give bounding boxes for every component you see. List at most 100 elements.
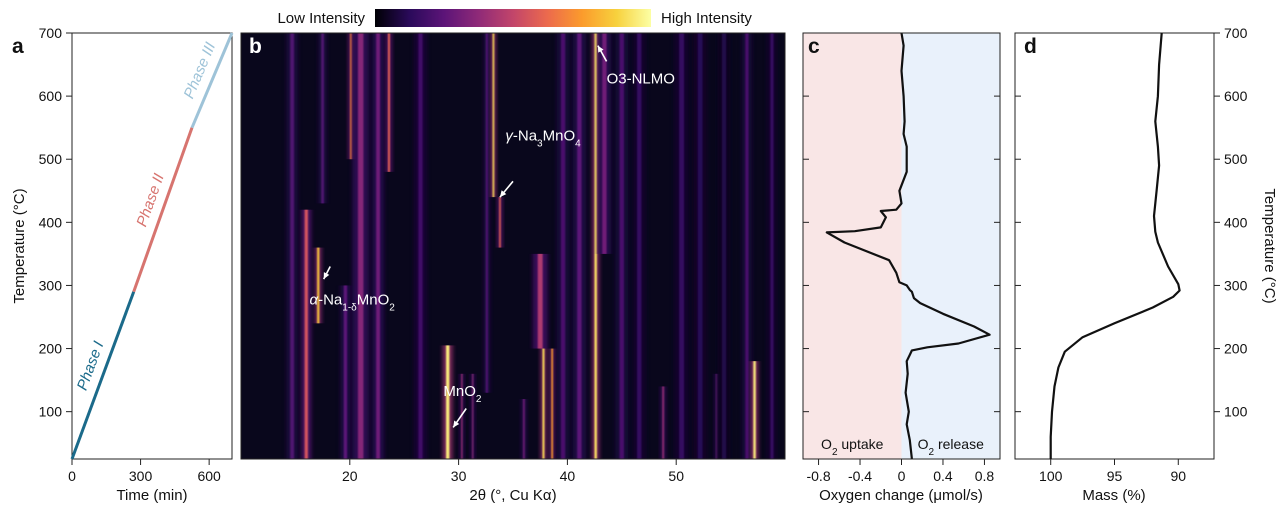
panel-d-xtick-label: 90 xyxy=(1170,468,1186,484)
panel-a-xtick-label: 300 xyxy=(129,468,153,484)
panel-b-ticks: 20 30 40 50 xyxy=(342,459,684,484)
diffraction-line xyxy=(542,348,545,459)
diffraction-line xyxy=(715,373,718,459)
panel-d-ticks: 100 95 90 100 200 300 400 500 600 700 xyxy=(1015,25,1248,484)
panel-d-right-ytick-label: 500 xyxy=(1224,151,1248,167)
diffraction-line xyxy=(492,33,495,198)
diffraction-line xyxy=(619,33,624,459)
phase-label: Phase III xyxy=(181,40,220,101)
panel-d-frame xyxy=(1014,32,1215,460)
panel-c-xtick-label: 0.4 xyxy=(933,468,953,484)
region-label-sub: 2 xyxy=(832,447,838,458)
diffraction-line xyxy=(461,373,463,459)
region-label-part: release xyxy=(934,436,984,452)
panel-b-xtick-label: 20 xyxy=(342,468,358,484)
panel-a-letter: a xyxy=(12,35,24,58)
panel-d-right-ytick-label: 400 xyxy=(1224,214,1248,230)
nmo-alpha-label: α-Na1-δMnO2 xyxy=(310,291,396,313)
region-label-part: uptake xyxy=(838,436,884,452)
diffraction-line xyxy=(679,33,685,459)
phase-segment xyxy=(132,127,194,293)
diffraction-line xyxy=(376,33,380,459)
colorbar-high-label: High Intensity xyxy=(661,10,752,27)
diffraction-line xyxy=(577,33,582,459)
region-1 xyxy=(901,33,1000,459)
panel-a-ytick-label: 400 xyxy=(39,214,63,230)
panel-a: Phase I Phase II Phase III 0 300 600 100 200 30… xyxy=(11,25,234,504)
phase-segment xyxy=(190,32,234,129)
colorbar xyxy=(375,9,651,27)
panel-d-right-ytick-label: 700 xyxy=(1224,25,1248,41)
panel-d-letter: d xyxy=(1024,35,1037,58)
diffraction-line xyxy=(560,33,566,459)
panel-d-xlabel: Mass (%) xyxy=(1082,487,1145,504)
panel-a-ytick-label: 300 xyxy=(39,277,63,293)
phase-label: Phase II xyxy=(133,171,167,229)
diffraction-line xyxy=(304,209,308,459)
phase-segment xyxy=(70,291,136,460)
nmo-gamma-arrowhead xyxy=(499,190,507,198)
colorbar-low-label: Low Intensity xyxy=(277,10,365,27)
label-part: 4 xyxy=(575,138,581,149)
label-part: 2 xyxy=(389,302,395,313)
panel-c-series xyxy=(825,32,991,460)
panel-d-ylabel: Temperature (°C) xyxy=(1261,188,1278,303)
label-part: -Na xyxy=(513,127,538,144)
label-part: O3-NLMO xyxy=(607,70,675,87)
nmo-gamma-label: γ-Na3MnO4 xyxy=(505,127,581,149)
panel-b-xtick-label: 50 xyxy=(668,468,684,484)
panel-a-ytick-label: 700 xyxy=(39,25,63,41)
panel-a-series: Phase I Phase II Phase III xyxy=(70,32,234,460)
label-part: MnO xyxy=(543,127,576,144)
label-part: MnO xyxy=(443,383,476,400)
panel-b-frame xyxy=(240,32,786,460)
mass-line xyxy=(1049,32,1181,459)
region-label-part: O xyxy=(918,436,929,452)
panel-b-xlabel: 2θ (°, Cu Kα) xyxy=(469,487,556,504)
diffraction-line xyxy=(523,399,525,459)
region-label-sub: 2 xyxy=(929,447,935,458)
nmo-alpha-arrowhead xyxy=(323,272,330,280)
diffraction-line xyxy=(446,345,450,459)
panel-c-xtick-label: -0.4 xyxy=(848,468,872,484)
label-part: -Na xyxy=(318,291,343,308)
panel-c-xtick-label: 0 xyxy=(898,468,906,484)
mno2-arrowhead xyxy=(453,420,460,428)
panel-c-ticks: -0.8 -0.4 0 0.4 0.8 xyxy=(803,32,1000,484)
panel-a-ytick-label: 600 xyxy=(39,88,63,104)
diffraction-line xyxy=(602,33,607,254)
panel-d-xtick-label: 100 xyxy=(1039,468,1063,484)
diffraction-line xyxy=(418,33,423,459)
panel-b-xtick-label: 40 xyxy=(560,468,576,484)
diffraction-line xyxy=(594,33,597,459)
label-part: MnO xyxy=(357,291,390,308)
region-label-0: O2 uptake xyxy=(821,436,884,458)
panel-a-ytick-label: 500 xyxy=(39,151,63,167)
diffraction-line xyxy=(753,361,756,459)
phase-label: Phase I xyxy=(74,339,108,393)
label-part: 2 xyxy=(476,393,482,404)
diffraction-line xyxy=(537,253,543,349)
o3-nlmo-arrowhead xyxy=(597,45,604,53)
panel-c: O2 uptake O2 release -0.8 -0.4 0 0.4 0.8 c Ox… xyxy=(802,32,1001,504)
panel-b-letter: b xyxy=(249,35,262,58)
label-part: α xyxy=(310,291,319,308)
diffraction-line xyxy=(485,33,488,393)
diffraction-line xyxy=(472,373,474,459)
panel-d-right-ytick-label: 100 xyxy=(1224,404,1248,420)
diffraction-line xyxy=(350,33,352,160)
panel-a-ytick-label: 100 xyxy=(39,404,63,420)
diffraction-line xyxy=(317,247,320,324)
diffraction-line xyxy=(499,197,501,248)
panel-a-ytick-label: 200 xyxy=(39,341,63,357)
panel-a-xlabel: Time (min) xyxy=(116,487,187,504)
diffraction-line xyxy=(745,33,749,459)
label-part: 1-δ xyxy=(342,302,357,313)
panel-c-letter: c xyxy=(808,35,820,58)
heatmap-lines xyxy=(286,33,777,459)
diffraction-line xyxy=(321,33,324,204)
diffraction-line xyxy=(770,33,774,459)
